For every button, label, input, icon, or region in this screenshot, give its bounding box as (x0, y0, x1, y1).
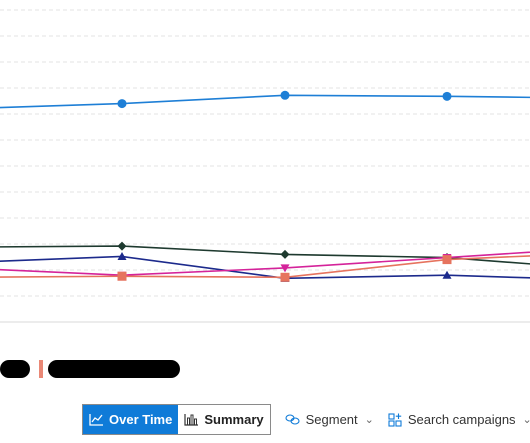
segment-label: Segment (305, 412, 358, 427)
view-toolbar: Over Time Summary Segment ⌄ (82, 404, 530, 435)
chevron-down-icon: ⌄ (522, 414, 530, 426)
legend-marker (39, 360, 43, 378)
line-chart-icon (89, 413, 104, 426)
over-time-button[interactable]: Over Time (83, 405, 179, 434)
data-point[interactable] (442, 255, 452, 265)
legend (0, 356, 530, 382)
chart-svg (0, 9, 530, 323)
data-point[interactable] (442, 270, 452, 279)
segment-icon (285, 413, 301, 426)
legend-redacted-right (48, 360, 180, 378)
data-point[interactable] (117, 251, 127, 260)
data-point[interactable] (442, 91, 452, 101)
search-campaigns-label: Search campaigns (407, 412, 516, 427)
segment-dropdown[interactable]: Segment ⌄ (285, 412, 374, 427)
data-point[interactable] (117, 241, 127, 251)
data-point[interactable] (117, 271, 127, 281)
line-chart (0, 9, 530, 323)
data-point[interactable] (280, 90, 290, 100)
over-time-label: Over Time (109, 412, 173, 427)
data-point[interactable] (117, 99, 127, 109)
data-point[interactable] (280, 249, 290, 259)
summary-button[interactable]: Summary (178, 405, 270, 434)
data-point[interactable] (280, 272, 290, 282)
bar-chart-icon (184, 413, 199, 426)
legend-redacted-left (0, 360, 30, 378)
search-campaigns-dropdown[interactable]: Search campaigns ⌄ (388, 412, 530, 427)
chevron-down-icon: ⌄ (364, 414, 374, 426)
summary-label: Summary (204, 412, 264, 427)
campaigns-icon (388, 412, 403, 427)
data-point[interactable] (280, 264, 290, 273)
view-toggle-group: Over Time Summary (82, 404, 271, 435)
